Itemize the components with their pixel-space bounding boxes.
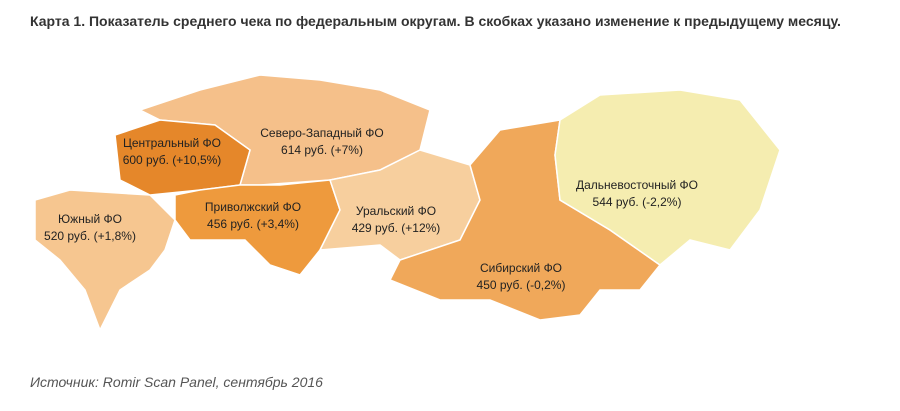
region-name: Приволжский ФО (205, 200, 301, 214)
region-name: Центральный ФО (123, 136, 221, 150)
region-value: 456 руб. (+3,4%) (207, 217, 299, 231)
region-value: 600 руб. (+10,5%) (123, 153, 222, 167)
region-value: 544 руб. (-2,2%) (593, 195, 682, 209)
region-name: Уральский ФО (356, 204, 436, 218)
region-far-east (554, 89, 781, 266)
region-name: Южный ФО (58, 212, 122, 226)
source: Источник: Romir Scan Panel, сентябрь 201… (30, 374, 323, 390)
region-value: 614 руб. (+7%) (281, 143, 363, 157)
region-name: Сибирский ФО (480, 261, 562, 275)
title: Карта 1. Показатель среднего чека по фед… (30, 13, 841, 29)
region-value: 450 руб. (-0,2%) (477, 278, 566, 292)
region-value: 429 руб. (+12%) (352, 221, 441, 235)
region-name: Дальневосточный ФО (576, 178, 698, 192)
region-south (34, 189, 176, 332)
region-value: 520 руб. (+1,8%) (44, 229, 136, 243)
map: Центральный ФО 600 руб. (+10,5%) Северо-… (34, 74, 781, 332)
region-name: Северо-Западный ФО (260, 126, 383, 140)
